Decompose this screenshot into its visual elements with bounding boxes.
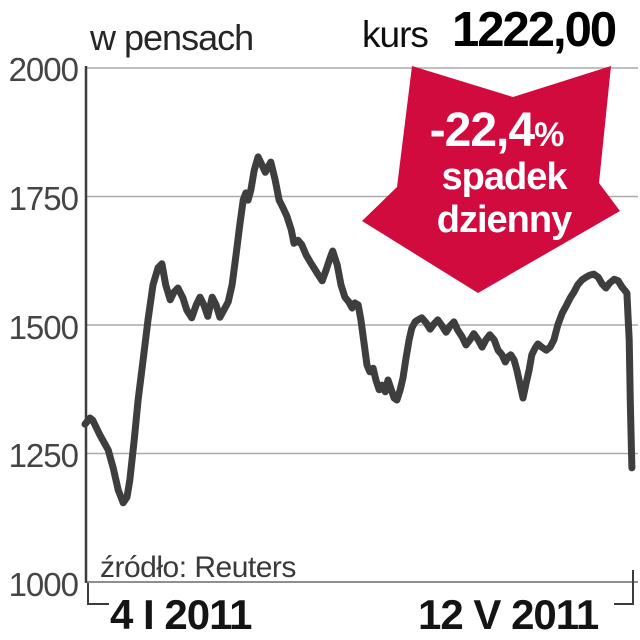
badge-change-value: -22,4 [430,104,536,157]
badge-line2: dzienny [437,199,572,241]
price-line [81,153,636,507]
y-tick-2000: 2000 [8,51,79,88]
y-tick-1250: 1250 [8,437,79,474]
y-tick-1750: 1750 [8,180,79,217]
badge-change-text: -22,4% [430,104,565,157]
decline-arrow-badge: -22,4% spadek dzienny [362,66,620,293]
badge-line1: spadek [442,156,569,198]
x-axis-left-bracket [87,583,109,605]
badge-percent-sign: % [534,116,564,154]
y-tick-1000: 1000 [8,566,79,603]
price-series [81,153,636,507]
price-value: 1222,00 [452,3,617,57]
x-tick-end-date: 12 V 2011 [418,591,599,638]
chart-title: w pensach [90,17,254,58]
x-tick-start-date: 4 I 2011 [110,591,252,638]
down-arrow-icon [362,66,620,293]
x-axis-right-bracket [614,570,634,605]
y-tick-1500: 1500 [8,309,79,346]
source-note: źródło: Reuters [100,551,296,584]
price-label: kurs [362,14,429,55]
